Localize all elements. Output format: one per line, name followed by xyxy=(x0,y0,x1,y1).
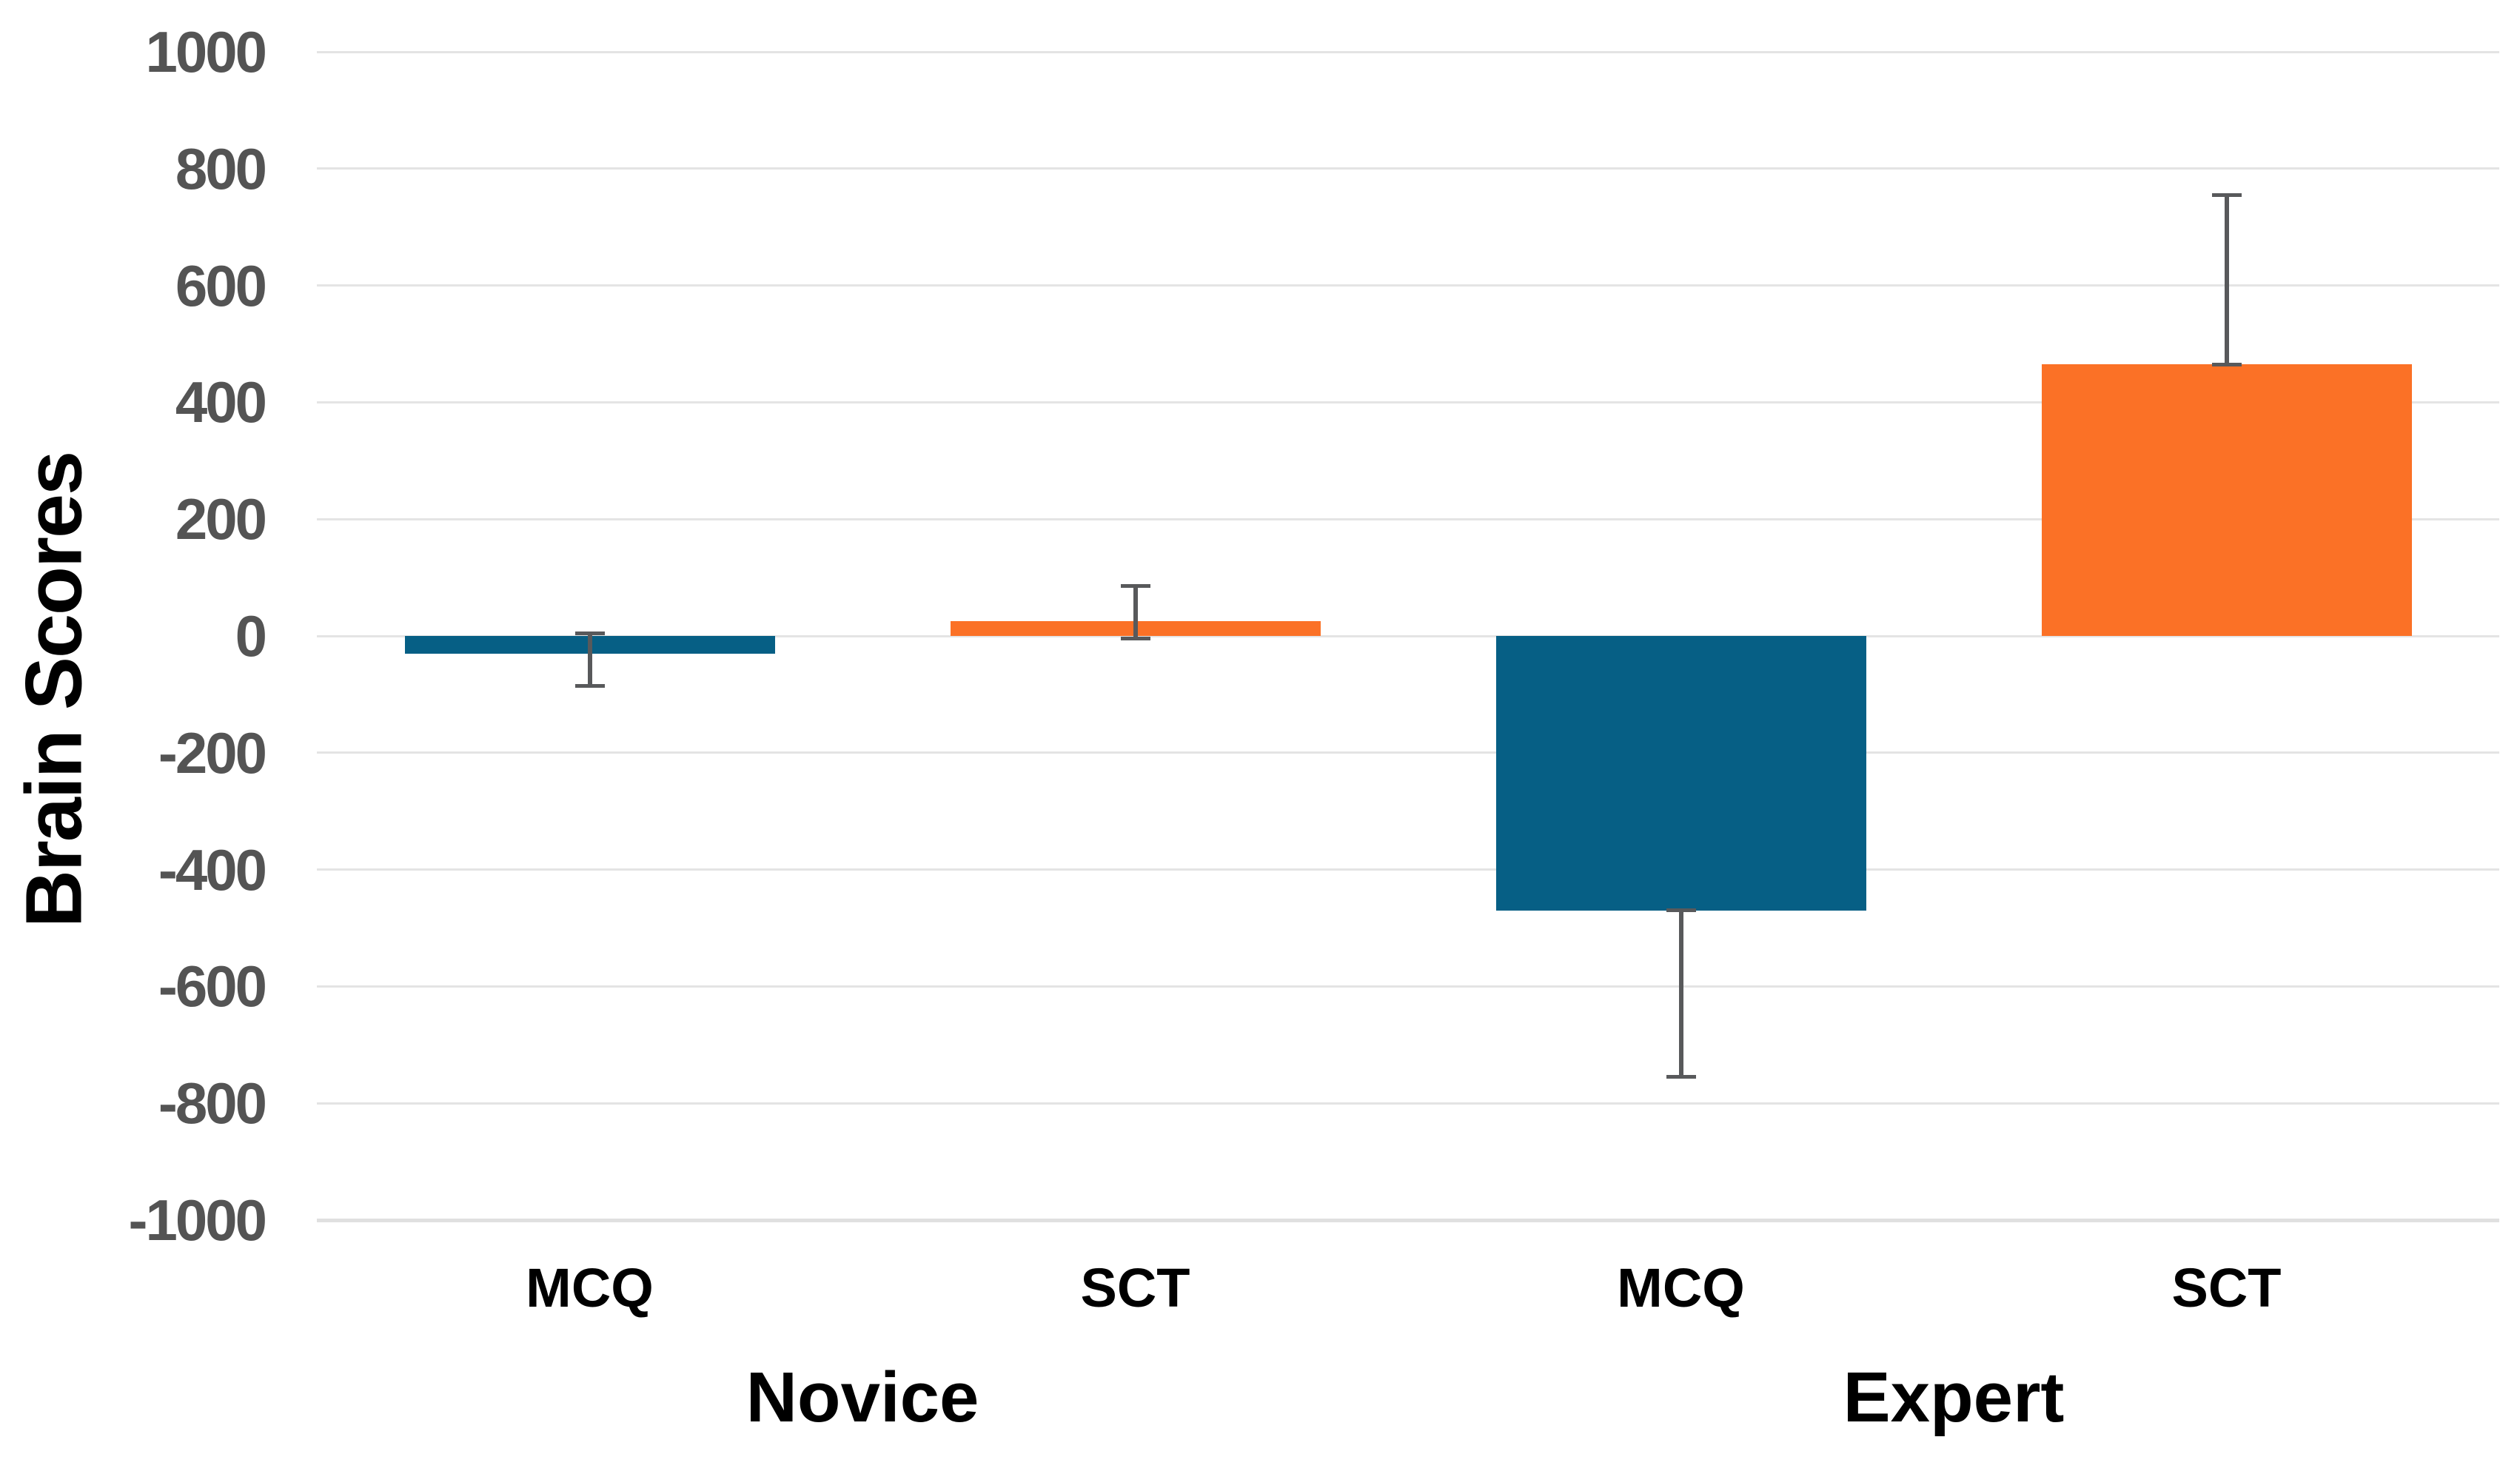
y-tick-label--200: -200 xyxy=(158,720,267,785)
gridline-y-400 xyxy=(317,401,2499,403)
x-group-label-expert: Expert xyxy=(1843,1358,2065,1437)
y-tick-label-800: 800 xyxy=(175,135,267,201)
gridline-y--200 xyxy=(317,751,2499,754)
error-bar-line-expert-mcq xyxy=(1678,910,1683,1077)
error-bar-cap-low-expert-mcq xyxy=(1666,1075,1696,1079)
gridline-y-0 xyxy=(317,634,2499,637)
x-group-label-novice: Novice xyxy=(745,1358,979,1437)
error-bar-cap-high-expert-sct xyxy=(2211,192,2242,197)
error-bar-cap-low-novice-sct xyxy=(1120,637,1150,641)
gridline-y-800 xyxy=(317,167,2499,170)
y-tick-label-1000: 1000 xyxy=(145,19,267,84)
y-tick-label-400: 400 xyxy=(175,369,267,435)
y-tick-label--400: -400 xyxy=(158,837,267,902)
error-bar-cap-low-expert-sct xyxy=(2211,362,2242,366)
gridline-y-600 xyxy=(317,284,2499,287)
gridline-y-200 xyxy=(317,517,2499,520)
gridline-y--400 xyxy=(317,868,2499,871)
error-bar-cap-high-novice-mcq xyxy=(574,631,605,635)
x-category-label-expert-mcq: MCQ xyxy=(1617,1257,1745,1319)
y-tick-label-200: 200 xyxy=(175,486,267,552)
error-bar-cap-high-expert-mcq xyxy=(1666,908,1696,913)
bar-expert-mcq xyxy=(1495,636,1866,911)
y-tick-label-0: 0 xyxy=(235,603,267,669)
error-bar-cap-low-novice-mcq xyxy=(574,683,605,688)
error-bar-cap-high-novice-sct xyxy=(1120,584,1150,589)
x-category-label-novice-mcq: MCQ xyxy=(526,1257,654,1319)
error-bar-line-novice-sct xyxy=(1133,586,1138,639)
y-tick-label--800: -800 xyxy=(158,1071,267,1136)
y-tick-label--600: -600 xyxy=(158,954,267,1019)
x-category-label-novice-sct: SCT xyxy=(1080,1257,1190,1319)
error-bar-line-expert-sct xyxy=(2224,195,2229,365)
gridline-y--600 xyxy=(317,985,2499,988)
bar-expert-sct xyxy=(2041,364,2412,636)
x-category-label-expert-sct: SCT xyxy=(2171,1257,2282,1319)
y-tick-label-600: 600 xyxy=(175,252,267,318)
error-bar-line-novice-mcq xyxy=(587,633,592,686)
gridline-y--800 xyxy=(317,1102,2499,1105)
y-tick-label--1000: -1000 xyxy=(128,1187,268,1253)
gridline-y--1000 xyxy=(317,1218,2499,1222)
gridline-y-1000 xyxy=(317,50,2499,53)
